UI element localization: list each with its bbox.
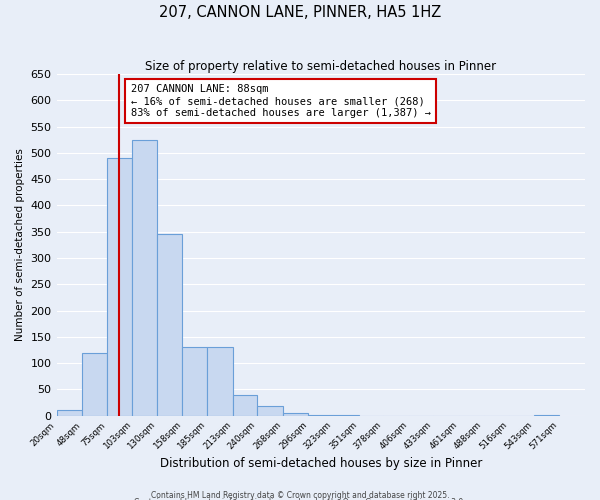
Bar — [56, 410, 82, 416]
Bar — [233, 394, 257, 415]
Bar — [308, 414, 333, 416]
Bar — [182, 348, 207, 416]
Bar — [534, 414, 559, 416]
Text: 207, CANNON LANE, PINNER, HA5 1HZ: 207, CANNON LANE, PINNER, HA5 1HZ — [159, 5, 441, 20]
Text: Contains public sector information licensed under the Open Government Licence v3: Contains public sector information licen… — [134, 498, 466, 500]
Bar — [207, 348, 233, 416]
Bar — [107, 158, 132, 415]
Bar — [257, 406, 283, 415]
Y-axis label: Number of semi-detached properties: Number of semi-detached properties — [15, 148, 25, 342]
X-axis label: Distribution of semi-detached houses by size in Pinner: Distribution of semi-detached houses by … — [160, 457, 482, 470]
Text: Contains HM Land Registry data © Crown copyright and database right 2025.: Contains HM Land Registry data © Crown c… — [151, 490, 449, 500]
Bar — [283, 413, 308, 416]
Bar — [333, 415, 359, 416]
Bar — [132, 140, 157, 415]
Title: Size of property relative to semi-detached houses in Pinner: Size of property relative to semi-detach… — [145, 60, 496, 73]
Bar — [157, 234, 182, 416]
Bar — [82, 352, 107, 416]
Text: 207 CANNON LANE: 88sqm
← 16% of semi-detached houses are smaller (268)
83% of se: 207 CANNON LANE: 88sqm ← 16% of semi-det… — [131, 84, 431, 117]
